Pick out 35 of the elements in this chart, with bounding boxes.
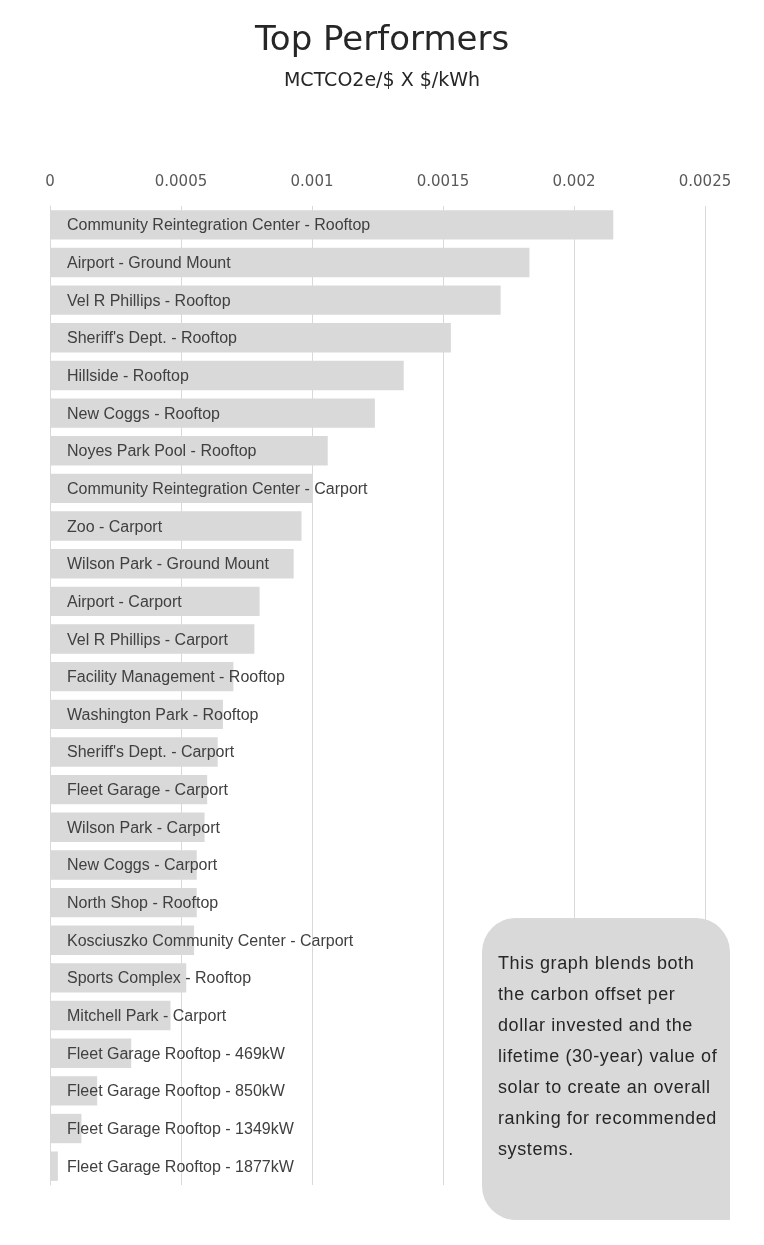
- x-tick-label: 0.001: [290, 171, 334, 190]
- y-tick-label: New Coggs - Carport: [67, 856, 218, 874]
- y-tick-label: Vel R Phillips - Carport: [67, 630, 229, 648]
- y-tick-label: Washington Park - Rooftop: [67, 705, 259, 723]
- y-tick-label: Airport - Carport: [67, 592, 183, 610]
- note-box: This graph blends both the carbon offset per dollar invested and the lifetime (30-year) value of solar to create an overall ranking for recommended systems.: [482, 918, 730, 1220]
- y-tick-label: Fleet Garage Rooftop - 469kW: [67, 1044, 286, 1062]
- x-tick-label: 0.0005: [154, 171, 208, 190]
- y-tick-label: Kosciuszko Community Center - Carport: [67, 931, 354, 949]
- y-tick-label: Mitchell Park - Carport: [67, 1007, 227, 1025]
- x-tick-label: 0.0015: [416, 171, 470, 190]
- y-tick-label: Wilson Park - Carport: [67, 818, 221, 836]
- y-tick-label: New Coggs - Rooftop: [67, 404, 221, 422]
- y-tick-label: Sports Complex - Rooftop: [67, 969, 252, 987]
- chart-subtitle: MCTCO2e/$ X $/kWh: [283, 67, 481, 90]
- y-tick-label: Wilson Park - Ground Mount: [67, 555, 270, 573]
- y-tick-label: Fleet Garage Rooftop - 1349kW: [67, 1120, 295, 1138]
- y-tick-label: Zoo - Carport: [67, 517, 163, 535]
- y-tick-label: Community Reintegration Center - Rooftop: [67, 216, 371, 234]
- chart-title: Top Performers: [253, 18, 510, 58]
- x-tick-label: 0: [45, 171, 55, 190]
- y-tick-label: Sheriff's Dept. - Rooftop: [67, 329, 238, 347]
- y-tick-label: Fleet Garage Rooftop - 850kW: [67, 1082, 286, 1100]
- y-tick-label: Sheriff's Dept. - Carport: [67, 743, 235, 761]
- y-tick-label: Fleet Garage - Carport: [67, 781, 229, 799]
- y-tick-label: Facility Management - Rooftop: [67, 668, 285, 686]
- y-tick-label: Fleet Garage Rooftop - 1877kW: [67, 1157, 295, 1175]
- x-tick-label: 0.0025: [678, 171, 732, 190]
- x-tick-label: 0.002: [552, 171, 596, 190]
- y-tick-label: Vel R Phillips - Rooftop: [67, 291, 231, 309]
- y-tick-label: Hillside - Rooftop: [67, 366, 189, 384]
- y-tick-label: North Shop - Rooftop: [67, 894, 219, 912]
- y-tick-label: Airport - Ground Mount: [67, 253, 232, 271]
- y-tick-label: Community Reintegration Center - Carport: [67, 479, 369, 497]
- y-tick-label: Noyes Park Pool - Rooftop: [67, 442, 257, 460]
